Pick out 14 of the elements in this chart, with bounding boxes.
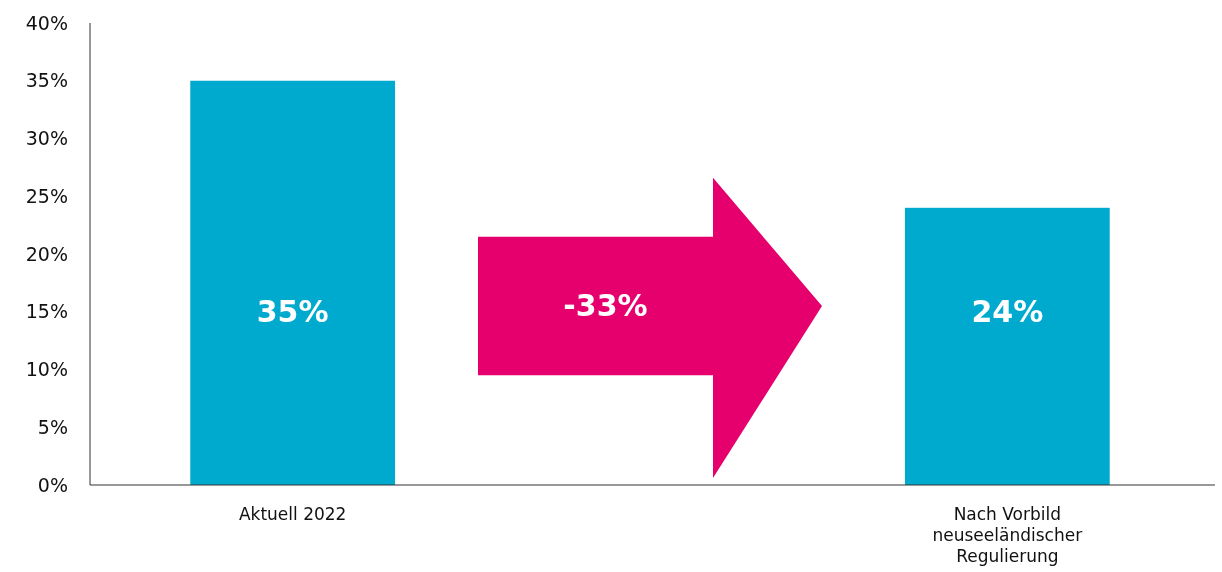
y-tick-label: 40% <box>25 11 68 34</box>
y-tick-label: 30% <box>25 127 68 150</box>
annotation: -33% <box>563 288 648 324</box>
y-tick-label: 5% <box>37 415 68 438</box>
y-tick-label: 20% <box>25 242 68 265</box>
x-tick-label: Nach Vorbild neuseeländischer Regulierung <box>932 504 1083 566</box>
data-label: 35% <box>256 294 329 330</box>
y-tick-label: 25% <box>25 184 68 207</box>
x-tick-label: Aktuell 2022 <box>238 504 347 524</box>
y-tick-label: 10% <box>25 358 68 381</box>
y-tick-label: 0% <box>37 473 68 496</box>
y-tick-label: 15% <box>25 300 68 323</box>
data-label: 24% <box>971 294 1044 330</box>
y-tick-label: 35% <box>25 69 68 92</box>
